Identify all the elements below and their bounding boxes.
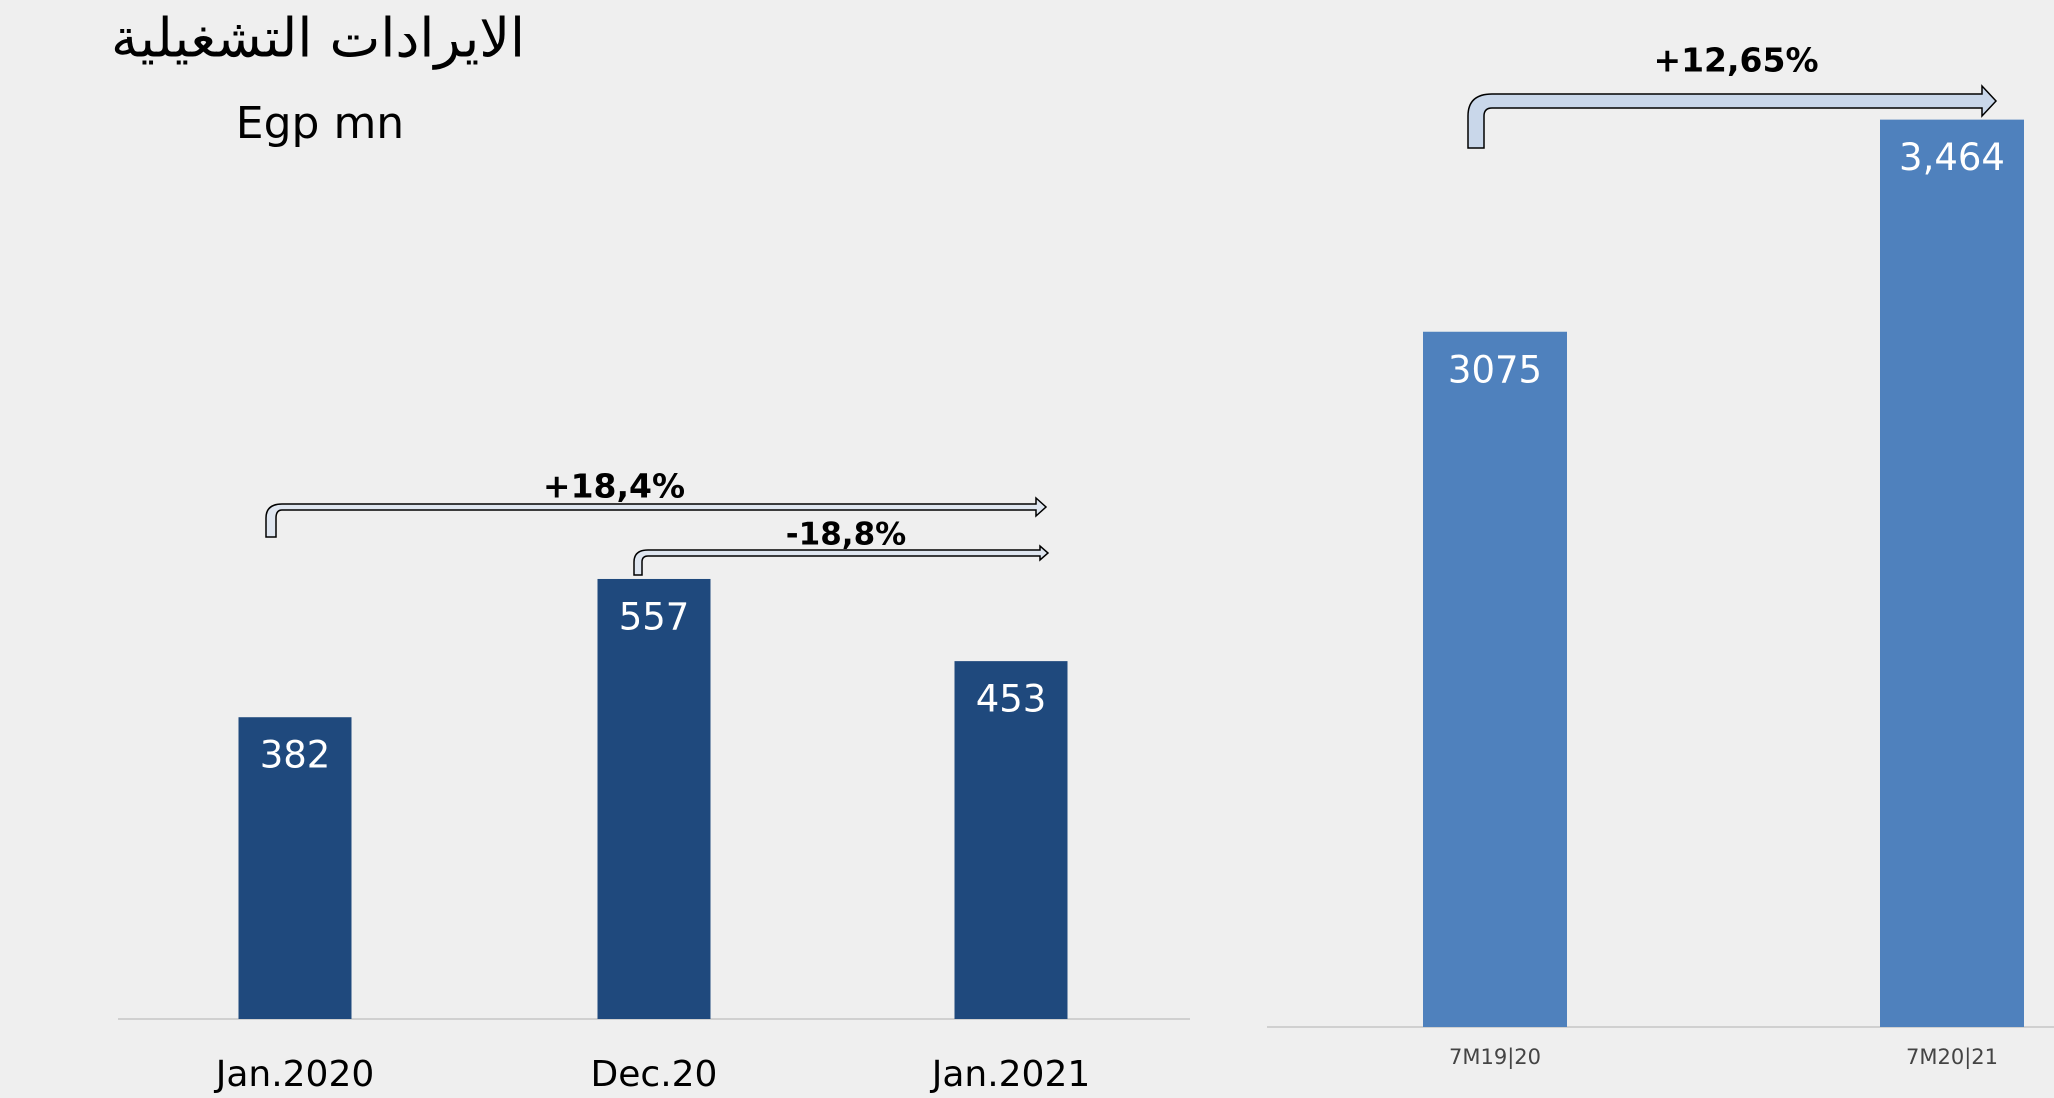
annotation: -18,8% (786, 517, 906, 553)
x-tick-label: Jan.2020 (214, 1054, 375, 1095)
chart-title: الايرادات التشغيلية (111, 7, 525, 70)
data-label: 3075 (1448, 348, 1542, 391)
annotation: +12,65% (1653, 41, 1818, 80)
x-tick-label: 7M19|20 (1449, 1045, 1541, 1070)
bar (238, 717, 352, 1019)
bar (597, 578, 711, 1019)
x-tick-label: Jan.2021 (930, 1054, 1091, 1095)
x-tick-label: 7M20|21 (1906, 1045, 1998, 1070)
growth-arrow (1467, 84, 1998, 149)
data-label: 453 (976, 678, 1047, 721)
growth-arrow (265, 496, 1048, 538)
growth-arrow (633, 544, 1050, 576)
data-label: 3,464 (1899, 136, 2005, 179)
data-label: 382 (260, 734, 331, 777)
data-label: 557 (619, 595, 690, 638)
bar (1423, 331, 1567, 1027)
annotation: +18,4% (543, 467, 685, 506)
x-tick-label: Dec.20 (591, 1054, 718, 1095)
bar (954, 661, 1068, 1019)
bar (1880, 119, 2024, 1027)
chart-subtitle: Egp mn (236, 98, 404, 149)
